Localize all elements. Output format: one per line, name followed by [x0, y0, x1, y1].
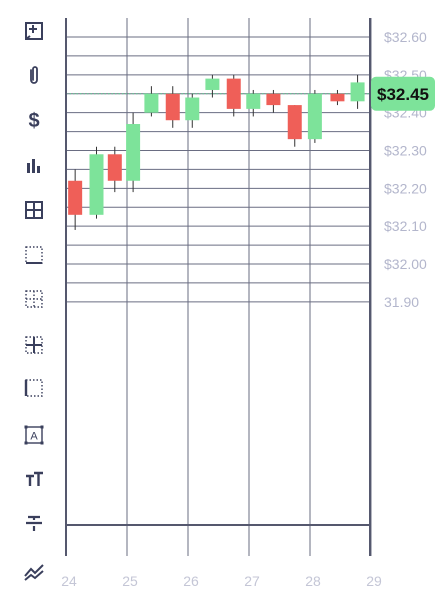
strikethrough-icon[interactable]: [14, 508, 54, 538]
candle: [350, 74, 365, 109]
candle-body-up: [307, 93, 322, 140]
candle: [107, 146, 122, 193]
x-tick-label: 25: [122, 573, 138, 589]
chart-axes: [65, 18, 371, 556]
grid-inner-icon[interactable]: [14, 330, 54, 360]
candle: [165, 86, 180, 128]
svg-text:A: A: [30, 431, 38, 443]
x-tick-label: 29: [366, 573, 382, 589]
grid-none-icon[interactable]: [14, 284, 54, 314]
candle-body-down: [330, 93, 345, 102]
candle: [126, 112, 141, 193]
candle: [246, 89, 261, 117]
bar-chart-icon[interactable]: [14, 150, 54, 180]
candle-body-down: [287, 105, 302, 140]
y-tick-label: $32.20: [384, 180, 427, 196]
y-tick-label: $32.00: [384, 256, 427, 272]
svg-text:$: $: [28, 110, 39, 131]
grid-left-icon[interactable]: [14, 373, 54, 403]
candle: [89, 146, 104, 219]
x-tick-label: 27: [244, 573, 260, 589]
x-tick-label: 28: [305, 573, 321, 589]
candle-body-up: [126, 124, 141, 181]
y-tick-label: $32.10: [384, 218, 427, 234]
candle-body-up: [144, 93, 159, 113]
current-price-label: $32.45: [377, 85, 429, 104]
candles: [68, 74, 365, 230]
trend-chart-icon[interactable]: [14, 555, 54, 585]
grid-all-icon[interactable]: [14, 195, 54, 225]
drawing-toolbar: $ A: [14, 14, 54, 594]
candle-body-down: [68, 180, 83, 215]
candle: [144, 86, 159, 117]
candle-body-down: [226, 78, 241, 109]
candle-body-up: [89, 154, 104, 215]
candle-body-up: [185, 97, 200, 121]
candle: [185, 93, 200, 128]
candle: [68, 169, 83, 230]
text-box-icon[interactable]: A: [14, 420, 54, 450]
chart-grid: [65, 18, 372, 556]
candle: [330, 89, 345, 106]
grid-bottom-icon[interactable]: [14, 240, 54, 270]
x-tick-label: 26: [183, 573, 199, 589]
y-tick-label: $32.60: [384, 29, 427, 45]
attachment-icon[interactable]: [14, 60, 54, 90]
candle: [226, 74, 241, 117]
text-size-icon[interactable]: [14, 464, 54, 494]
candle: [307, 89, 322, 143]
candle-body-down: [266, 93, 281, 106]
candle-body-down: [165, 93, 180, 121]
current-price-tag: $32.45: [371, 76, 435, 111]
add-annotation-icon[interactable]: [14, 16, 54, 46]
x-tick-label: 24: [61, 573, 77, 589]
candle-body-up: [350, 82, 365, 102]
candle-body-down: [107, 154, 122, 181]
dollar-icon[interactable]: $: [14, 105, 54, 135]
current-price-badge: [371, 76, 435, 111]
candle: [287, 105, 302, 147]
candle: [205, 74, 220, 98]
y-tick-label: 31.90: [384, 294, 419, 310]
candle: [266, 89, 281, 113]
candle-body-up: [205, 78, 220, 90]
y-tick-label: $32.30: [384, 143, 427, 159]
candle-body-up: [246, 93, 261, 109]
